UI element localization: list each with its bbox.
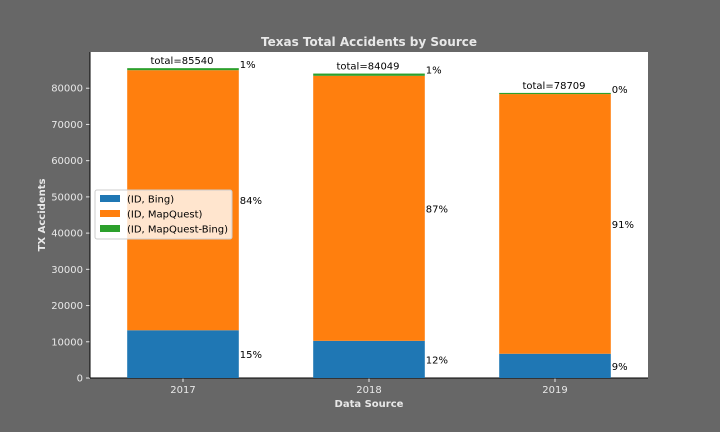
legend-label: (ID, MapQuest-Bing) [127,225,228,236]
bar-segment [313,75,425,341]
chart-title: Texas Total Accidents by Source [261,35,477,49]
legend-swatch [100,195,120,202]
bar-segment [127,330,239,378]
legend-box [94,189,233,240]
bar-segment [499,94,611,354]
percent-label: 84% [240,196,262,207]
total-label: total=78709 [522,81,585,92]
x-axis-label: Data Source [335,399,404,410]
y-axis: 0 10000 20000 30000 40000 50000 60000 70000 8000… [51,52,91,385]
x-tick-label: 2019 [542,385,567,396]
y-tick-label: 10000 [51,337,83,348]
y-tick-label: 70000 [51,120,83,131]
x-tick-label: 2017 [170,385,195,396]
percent-label: 15% [240,350,262,361]
x-axis: 2017 2018 2019 [90,377,648,396]
percent-label: 9% [612,362,628,373]
bar-segment [127,68,239,71]
percent-label: 1% [240,60,256,71]
y-tick-label: 40000 [51,229,83,240]
legend-swatch [100,210,120,217]
y-tick-label: 30000 [51,265,83,276]
y-tick-label: 60000 [51,156,83,167]
total-label: total=84049 [336,62,399,73]
y-tick-label: 50000 [51,192,83,203]
percent-label: 1% [426,66,442,77]
y-tick-label: 80000 [51,84,83,95]
legend-label: (ID, Bing) [127,195,174,206]
legend-swatch [100,225,120,232]
bar-segment [499,92,611,95]
percent-label: 87% [426,204,448,215]
bar-segment [313,340,425,378]
percent-label: 12% [426,355,448,366]
total-label: total=85540 [150,56,213,67]
y-axis-label: TX Accidents [37,179,48,252]
legend-label: (ID, MapQuest) [127,210,203,221]
x-tick-label: 2018 [356,385,381,396]
percent-label: 0% [612,85,628,96]
y-tick-label: 20000 [51,301,83,312]
bar-segment [313,73,425,76]
y-tick-label: 0 [77,374,83,385]
legend: (ID, Bing) (ID, MapQuest) (ID, MapQuest-Bi… [94,189,233,240]
bar-segment [499,353,611,378]
percent-label: 91% [612,220,634,231]
data-labels: 15% 84% 1% total=85540 12% 87% 1% total=84049 9%… [150,56,634,373]
